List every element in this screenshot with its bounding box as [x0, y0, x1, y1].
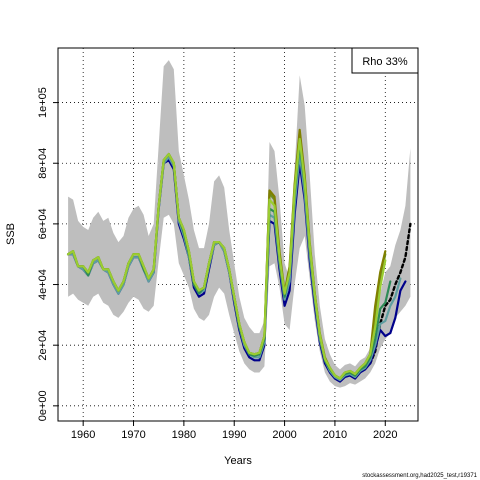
- x-tick-label: 1980: [172, 429, 196, 441]
- y-axis: 0e+00 2e+04 4e+04 6e+04 8e+04 1e+05: [37, 87, 58, 421]
- x-tick-label: 1970: [121, 429, 145, 441]
- legend: Rho 33%: [351, 47, 419, 74]
- y-tick-label: 2e+04: [37, 330, 49, 361]
- y-axis-title: SSB: [5, 223, 17, 245]
- y-tick-label: 4e+04: [37, 269, 49, 300]
- x-tick-label: 2000: [272, 429, 296, 441]
- legend-box: [351, 47, 419, 74]
- x-tick-label: 1960: [71, 429, 95, 441]
- x-tick-label: 1990: [222, 429, 246, 441]
- series-lines: [66, 128, 412, 383]
- series-line-1: [369, 222, 412, 365]
- footer-source: stockassessment.org,had2025_test,r19371: [362, 473, 477, 479]
- series-line-7: [66, 137, 387, 380]
- y-tick-label: 8e+04: [37, 148, 49, 179]
- x-tick-label: 2010: [323, 429, 347, 441]
- legend-label: Rho 33%: [362, 56, 407, 68]
- y-tick-label: 6e+04: [37, 208, 49, 239]
- x-axis: 1960 1970 1980 1990 2000 2010 2020: [71, 421, 398, 441]
- x-tick-label: 2020: [373, 429, 397, 441]
- ssb-confidence-band: [68, 60, 411, 388]
- x-axis-title: Years: [224, 455, 252, 467]
- plot-frame: [57, 47, 419, 422]
- confidence-band: [68, 60, 411, 388]
- y-tick-label: 0e+00: [37, 390, 49, 421]
- y-tick-label: 1e+05: [37, 87, 49, 118]
